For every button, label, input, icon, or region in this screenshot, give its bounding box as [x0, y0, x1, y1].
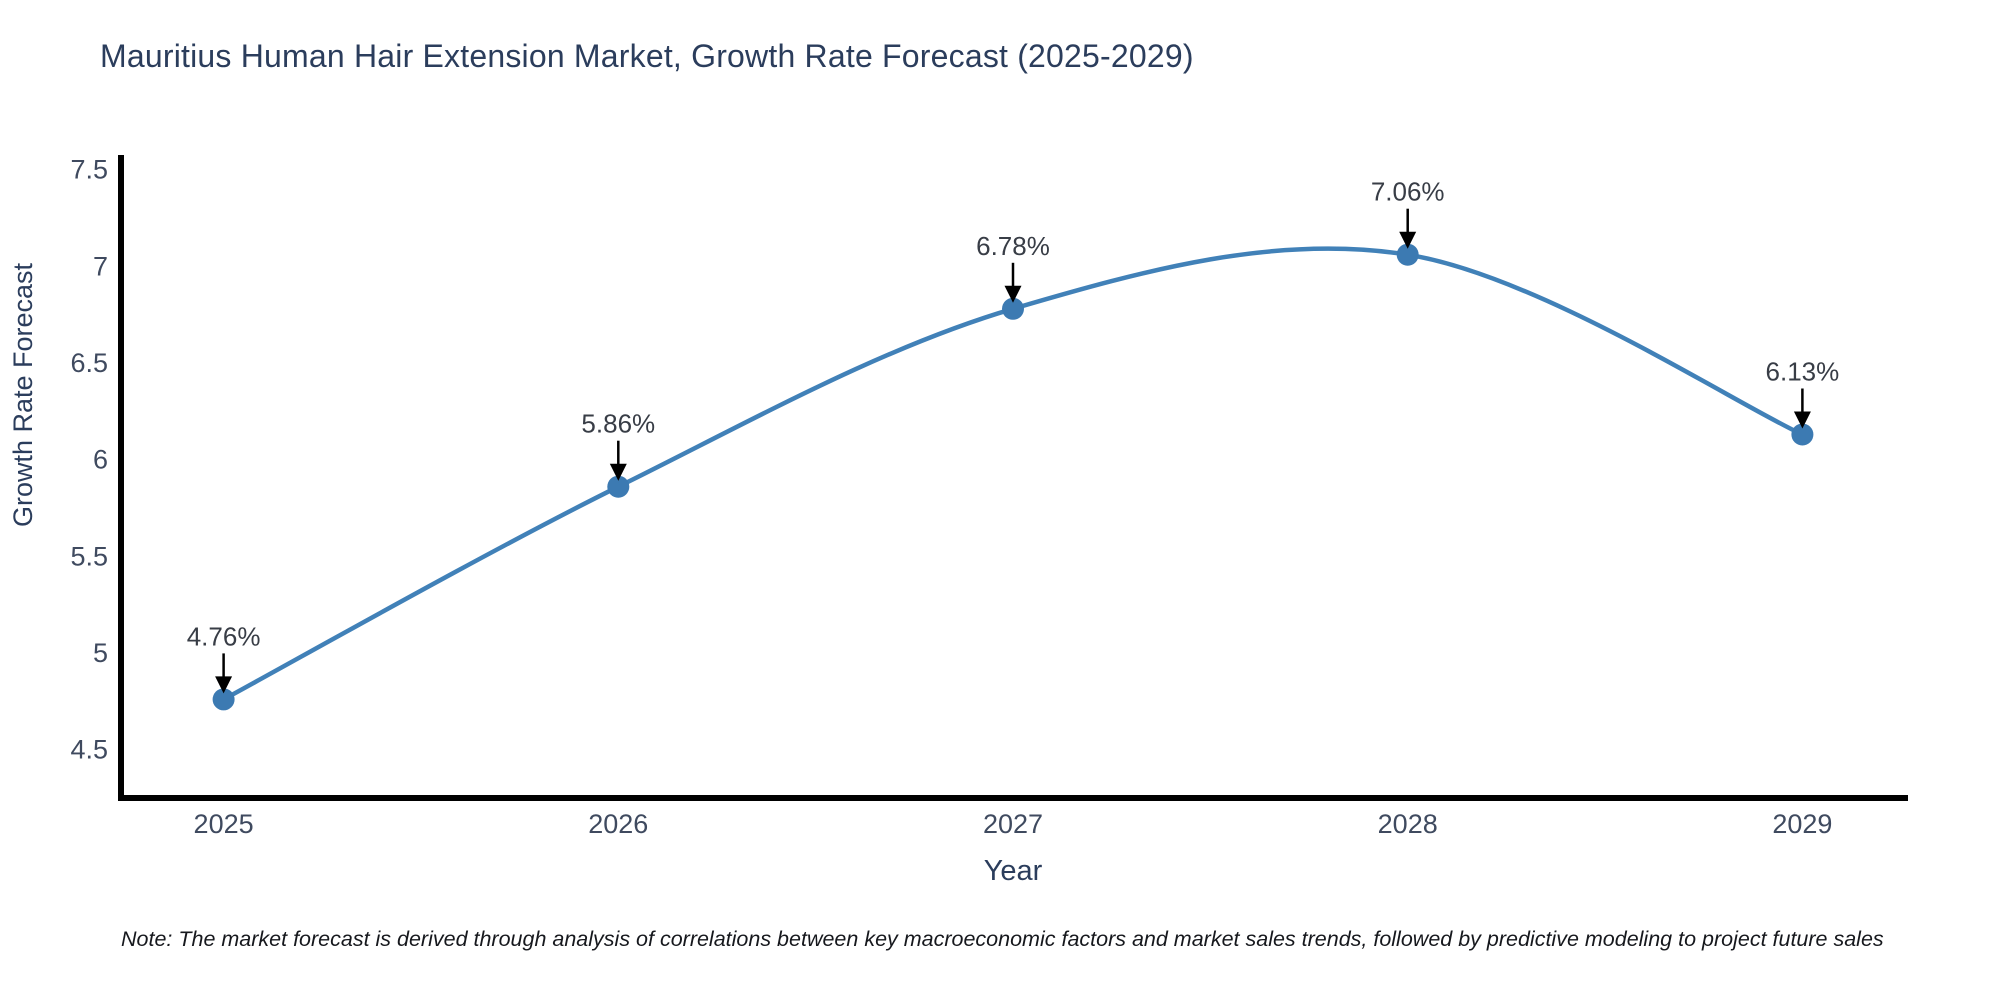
y-axis-title: Growth Rate Forecast: [8, 262, 38, 527]
x-axis-title: Year: [984, 855, 1043, 887]
annotation-arrow-head-icon: [1793, 411, 1811, 429]
data-point-marker: [212, 688, 235, 711]
y-tick-label: 6.5: [70, 348, 108, 378]
x-tick-label: 2025: [194, 809, 254, 839]
x-axis-spine: [118, 795, 1908, 801]
y-tick-label: 5.5: [70, 541, 108, 571]
y-tick-label: 4.5: [70, 735, 108, 765]
y-tick-label: 7.5: [70, 155, 108, 185]
point-value-label: 6.13%: [1766, 357, 1840, 387]
x-tick-label: 2028: [1378, 809, 1438, 839]
y-axis-spine: [118, 155, 124, 801]
x-tick-label: 2029: [1772, 809, 1832, 839]
y-tick-label: 5: [93, 638, 108, 668]
data-point-marker: [607, 475, 630, 498]
y-tick-label: 7: [93, 251, 108, 281]
point-value-label: 6.78%: [976, 231, 1050, 261]
x-tick-label: 2027: [983, 809, 1043, 839]
point-value-label: 4.76%: [187, 621, 261, 651]
x-tick-label: 2026: [588, 809, 648, 839]
annotation-arrow-head-icon: [1399, 231, 1417, 249]
data-point-marker: [1791, 423, 1814, 446]
point-value-label: 7.06%: [1371, 177, 1445, 207]
annotation-arrow-head-icon: [609, 463, 627, 481]
annotation-arrow-head-icon: [215, 676, 233, 694]
footnote: Note: The market forecast is derived thr…: [121, 927, 1884, 951]
point-value-label: 5.86%: [581, 409, 655, 439]
chart-title: Mauritius Human Hair Extension Market, G…: [100, 38, 1194, 74]
data-point-marker: [1396, 243, 1419, 266]
data-point-marker: [1002, 297, 1024, 320]
annotation-arrow-head-icon: [1004, 285, 1022, 303]
y-tick-label: 6: [93, 445, 108, 475]
